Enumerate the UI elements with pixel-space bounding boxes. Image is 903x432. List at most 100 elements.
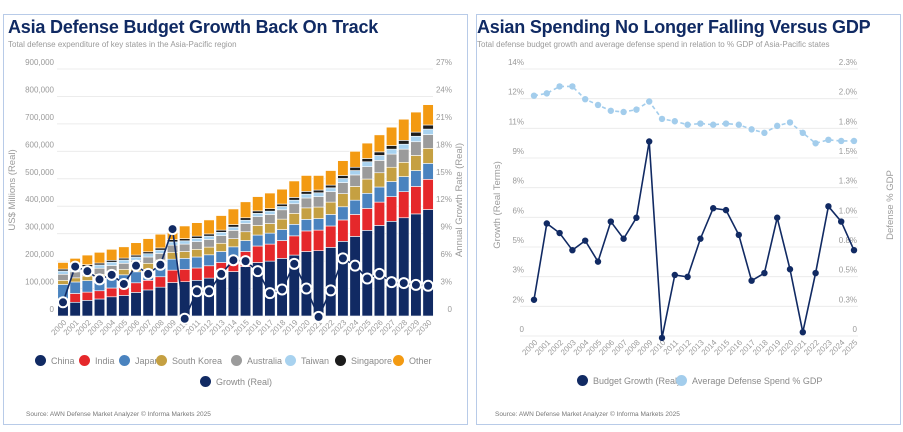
bar-segment-taiwan <box>142 253 154 258</box>
growth-point <box>409 278 422 291</box>
bar-segment-india <box>361 208 373 231</box>
bar-segment-south-korea <box>191 249 203 258</box>
bar-segment-south-korea <box>386 166 398 182</box>
bar-segment-india <box>166 269 179 283</box>
legend-label: Budget Growth (Real) <box>593 375 681 386</box>
bar-segment-india <box>81 291 93 301</box>
bar-segment-india <box>337 219 349 242</box>
gdp-share-point <box>850 137 858 145</box>
y2-tick-label: 1.0% <box>839 206 857 215</box>
bar-segment-china <box>386 221 398 317</box>
budget-growth-point <box>812 269 819 277</box>
y2-tick-label: 18% <box>436 140 452 149</box>
bar-segment-south-korea <box>313 206 325 219</box>
bar-segment-other <box>142 238 154 253</box>
bar-segment-other <box>106 249 118 261</box>
gdp-share-point <box>569 83 576 90</box>
gdp-share-point <box>748 126 755 133</box>
bar-segment-taiwan <box>179 240 191 245</box>
bar-segment-india <box>93 290 106 300</box>
bar-segment-taiwan <box>422 128 434 135</box>
bar-segment-south-korea <box>118 269 130 276</box>
bar-segment-singapore <box>191 235 203 239</box>
legend-item-budget-growth: Budget Growth (Real) <box>577 375 680 386</box>
growth-point <box>263 287 276 300</box>
left-chart-title: Asia Defense Budget Growth Back On Track <box>8 17 379 37</box>
budget-growth-point <box>799 328 806 336</box>
budget-growth-point <box>646 138 653 145</box>
growth-point <box>203 285 216 298</box>
legend-item-india: India <box>79 355 115 366</box>
growth-point <box>227 254 240 267</box>
bar-segment-australia <box>398 148 410 163</box>
gdp-share-point <box>761 129 768 137</box>
growth-point <box>69 260 82 273</box>
bar-segment-india <box>179 269 191 282</box>
budget-growth-point <box>633 214 640 221</box>
growth-point <box>117 277 130 290</box>
legend-label: China <box>51 355 75 366</box>
y-tick-label: 0 <box>520 325 525 334</box>
bar-segment-india <box>130 282 142 293</box>
legend-swatch <box>231 355 242 366</box>
y-tick-label: 11% <box>509 117 524 126</box>
bar-segment-japan <box>276 229 288 241</box>
legend-label: Taiwan <box>301 355 330 366</box>
bar-segment-singapore <box>300 191 312 195</box>
bar-segment-other <box>93 252 106 264</box>
bar-segment-other <box>264 192 276 209</box>
budget-growth-point <box>710 205 717 212</box>
bar-segment-singapore <box>252 210 264 214</box>
budget-growth-point <box>697 235 704 242</box>
gdp-share-point <box>710 121 717 128</box>
legend-label: Singapore <box>351 355 393 366</box>
bar-segment-india <box>142 280 154 291</box>
bar-segment-india <box>300 230 312 252</box>
bar-segment-south-korea <box>325 201 337 215</box>
bar-segment-india <box>386 196 398 222</box>
bar-segment-other <box>118 246 130 259</box>
bar-segment-taiwan <box>313 192 325 197</box>
bar-segment-south-korea <box>361 178 373 194</box>
bar-segment-australia <box>410 141 422 156</box>
growth-point <box>81 265 94 278</box>
growth-point <box>300 282 313 295</box>
gdp-share-point <box>735 121 742 128</box>
y-tick-label: 8% <box>512 177 524 186</box>
bar-segment-taiwan <box>166 241 179 246</box>
budget-growth-point <box>838 218 845 225</box>
bar-segment-japan <box>203 254 215 267</box>
bar-segment-taiwan <box>93 264 106 269</box>
legend-swatch <box>200 376 211 387</box>
left-y2-axis-title: Annual Growth Rate (Real) <box>454 143 465 257</box>
budget-growth-point <box>684 273 691 281</box>
legend-item-taiwan: Taiwan <box>285 355 329 366</box>
legend-item-gdp: Average Defense Spend % GDP <box>676 375 822 386</box>
y2-tick-label: 1.5% <box>839 147 857 156</box>
growth-point <box>336 252 349 265</box>
bar-segment-india <box>288 235 300 256</box>
bar-segment-china <box>81 300 93 317</box>
y-tick-label: 14% <box>508 58 524 67</box>
bar-segment-china <box>215 274 227 317</box>
bar-segment-india <box>154 276 166 288</box>
bar-segment-singapore <box>398 140 410 145</box>
bar-segment-taiwan <box>264 210 276 215</box>
y-tick-label: 5% <box>512 236 524 245</box>
budget-growth-point <box>582 237 589 244</box>
y-tick-label: 900,000 <box>25 58 54 67</box>
bar-segment-japan <box>349 199 361 215</box>
y-tick-label: 6% <box>512 206 524 215</box>
bar-segment-china <box>410 213 422 317</box>
bar-segment-singapore <box>386 145 398 150</box>
bar-segment-australia <box>386 153 398 168</box>
bar-segment-singapore <box>337 175 349 179</box>
bar-segment-japan <box>422 163 434 180</box>
bar-segment-other <box>398 118 410 141</box>
bar-segment-taiwan <box>215 231 227 236</box>
bar-segment-south-korea <box>252 225 264 236</box>
bar-segment-australia <box>215 235 227 244</box>
bar-segment-australia <box>191 241 203 250</box>
bar-segment-japan <box>240 240 252 252</box>
growth-point <box>276 283 289 296</box>
